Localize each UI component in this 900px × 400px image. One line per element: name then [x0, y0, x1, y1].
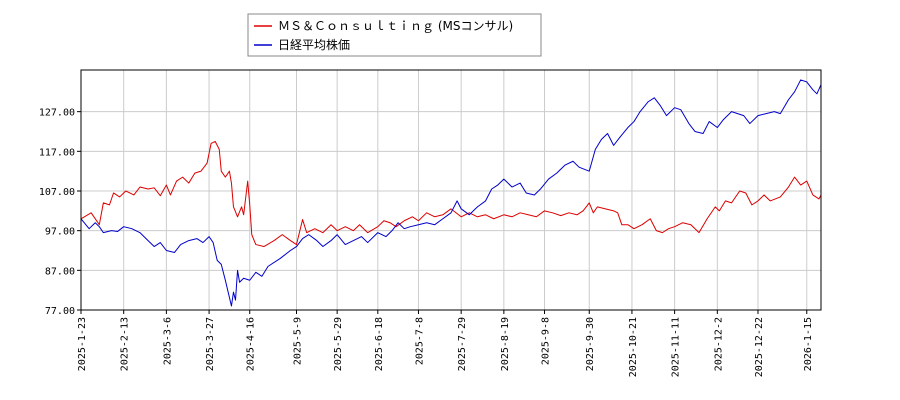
grid-lines — [80, 70, 821, 311]
x-tick-label: 2025-10-21 — [628, 317, 639, 377]
x-tick-label: 2025-12-22 — [754, 317, 765, 377]
y-axis: 77.00 87.00 97.00 107.00 117.00 127.00 — [39, 108, 81, 317]
x-tick-label: 2025-7-29 — [457, 317, 468, 371]
plot-frame — [80, 69, 822, 311]
x-tick-label: 2025-2-13 — [120, 317, 131, 371]
y-tick-label: 117.00 — [39, 147, 75, 158]
x-tick-label: 2025-3-6 — [162, 317, 173, 365]
x-tick-label: 2025-5-29 — [333, 317, 344, 371]
x-axis: 2025-1-23 2025-2-13 2025-3-6 2025-3-27 2025-… — [77, 310, 814, 377]
x-tick-label: 2025-7-8 — [414, 317, 425, 365]
x-tick-label: 2025-4-16 — [246, 317, 257, 371]
series-layer — [80, 79, 822, 307]
y-tick-label: 87.00 — [45, 266, 75, 277]
x-tick-label: 2025-9-8 — [541, 317, 552, 365]
legend-box — [247, 13, 542, 57]
y-tick-label: 107.00 — [39, 187, 75, 198]
x-tick-label: 2025-8-19 — [500, 317, 511, 371]
x-tick-label: 2025-3-27 — [205, 317, 216, 371]
x-tick-label: 2026-1-15 — [803, 317, 814, 371]
x-tick-label: 2025-9-30 — [585, 317, 596, 371]
legend-entry-1: ＭＳ＆Ｃｏｎｓｕｌｔｉｎｇ (MSコンサル) — [278, 19, 513, 33]
legend-entry-2: 日経平均株価 — [278, 37, 350, 52]
x-tick-label: 2025-6-18 — [374, 317, 385, 371]
series-line-1 — [80, 140, 822, 248]
x-tick-label: 2025-11-11 — [671, 317, 682, 377]
x-tick-label: 2025-5-9 — [292, 317, 303, 365]
y-tick-label: 97.00 — [45, 227, 75, 238]
x-tick-label: 2025-12-2 — [713, 317, 724, 371]
x-tick-label: 2025-1-23 — [77, 317, 88, 371]
legend: ＭＳ＆Ｃｏｎｓｕｌｔｉｎｇ (MSコンサル) 日経平均株価 — [247, 13, 542, 57]
series-line-2 — [80, 79, 822, 307]
y-tick-label: 127.00 — [39, 108, 75, 119]
y-tick-label: 77.00 — [45, 306, 75, 317]
